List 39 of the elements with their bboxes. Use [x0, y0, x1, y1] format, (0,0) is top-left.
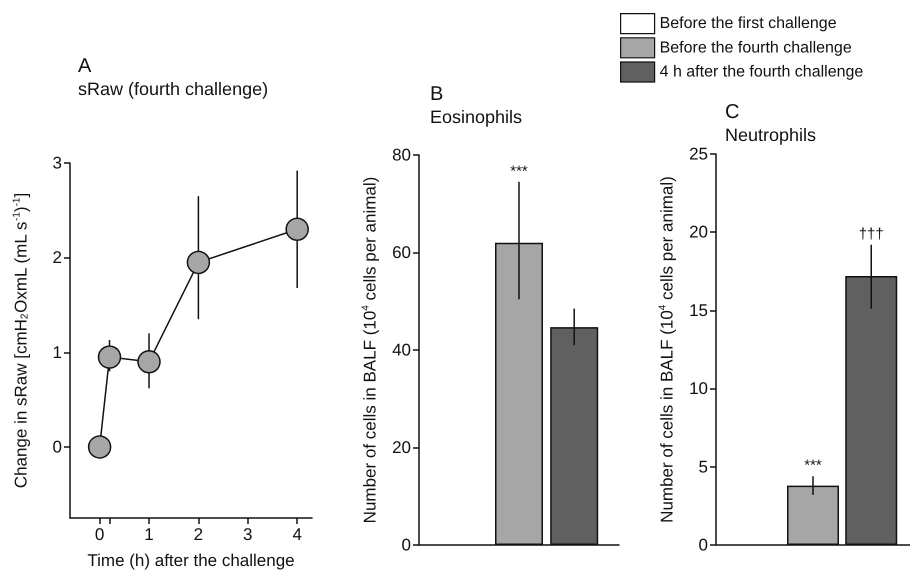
- point: [137, 350, 161, 374]
- y-tick-label: 10: [689, 379, 708, 398]
- point: [98, 345, 122, 369]
- chart-title: A: [78, 55, 92, 77]
- y-tick-label: 2: [52, 248, 62, 268]
- x-tick-label: 0: [94, 525, 104, 544]
- x-tick-label: 1: [144, 525, 154, 544]
- y-tick-label: 5: [698, 457, 708, 476]
- y-axis-title: Number of cells in BALF (104 cells per animal): [360, 176, 380, 524]
- point: [88, 435, 112, 459]
- chart-title: C: [725, 101, 740, 123]
- annotation: ***: [510, 162, 528, 180]
- y-axis-title: Number of cells in BALF (104 cells per animal): [658, 176, 676, 523]
- chart-subtitle: Neutrophils: [725, 125, 816, 145]
- y-tick-label: 80: [392, 146, 411, 164]
- legend-label: Before the fourth challenge: [660, 39, 852, 56]
- chart-title: B: [430, 83, 444, 105]
- y-tick-label: 60: [392, 243, 411, 262]
- y-tick-label: 20: [392, 438, 411, 457]
- y-axis-title: Change in sRaw [cmH2OxmL (mL s-1)-1]: [12, 192, 30, 488]
- y-tick-label: 0: [52, 438, 62, 456]
- y-tick-label: 1: [52, 342, 62, 362]
- x-tick-label: 2: [194, 525, 204, 544]
- x-tick-label: 3: [243, 525, 253, 544]
- annotation: †††: [858, 226, 884, 243]
- annotation: ***: [804, 457, 822, 474]
- legend-label: Before the first challenge: [660, 15, 837, 32]
- chart-subtitle: sRaw (fourth challenge): [78, 79, 268, 99]
- x-axis-title: Time (h) after the challenge: [87, 551, 295, 570]
- chart-subtitle: Eosinophils: [430, 107, 522, 127]
- legend-label: 4 h after the fourth challenge: [660, 64, 864, 80]
- y-tick-label: 40: [392, 340, 411, 360]
- y-tick-label: 15: [689, 300, 708, 320]
- y-tick-label: 3: [52, 154, 62, 172]
- point: [285, 218, 309, 242]
- x-tick-label: 4: [292, 525, 302, 544]
- y-tick-label: 20: [689, 222, 708, 242]
- y-tick-label: 25: [689, 144, 708, 164]
- point: [186, 250, 210, 274]
